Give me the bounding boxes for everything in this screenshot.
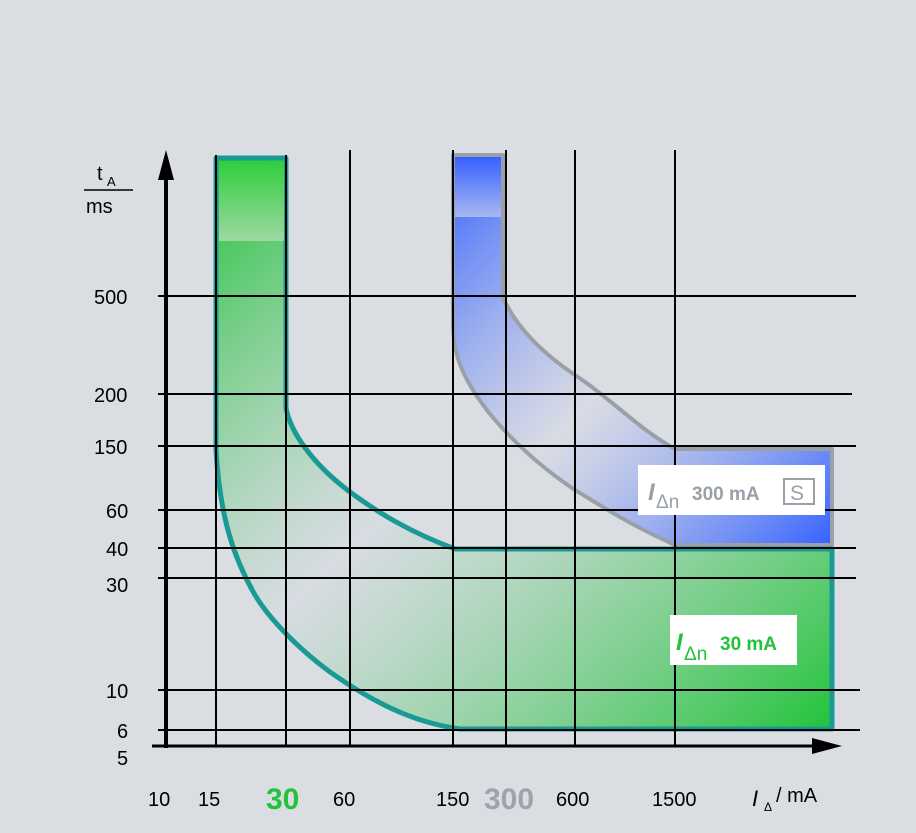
y-axis-label-t: t [97,163,103,185]
y-tick-label: 500 [94,287,127,309]
x-axis-arrow [812,738,842,754]
x-tick-label: 10 [148,789,170,811]
y-tick-label: 150 [94,437,127,459]
y-axis-label-t-sub: A [107,174,116,189]
label-300ma-bg [638,465,825,515]
x-tick-label: 15 [198,789,220,811]
y-tick-label: 10 [106,681,128,703]
y-tick-label: 30 [106,575,128,597]
band-300ma [451,153,834,547]
y-tick-label: 6 [117,721,128,743]
y-axis-label-ms: ms [86,196,113,218]
label-30ma: I Δn 30 mA [670,615,797,665]
x-tick-label-highlight-30: 30 [266,783,299,816]
band-300ma-top [455,157,501,217]
y-axis-label: t A ms [84,163,133,218]
y-tick-label: 5 [117,748,128,770]
band-30ma [213,155,835,732]
label-300ma-sub: Δn [656,492,679,513]
label-30ma-sub: Δn [684,644,707,665]
x-tick-label: 600 [556,789,589,811]
x-axis-label: I Δ / mA [752,785,818,814]
grid-horizontal [158,295,860,731]
band-30ma-top [219,161,284,241]
axes [152,150,842,754]
label-300ma-text: 300 mA [692,484,760,505]
y-tick-label: 60 [106,501,128,523]
y-tick-label: 40 [106,539,128,561]
x-tick-label: 1500 [652,789,697,811]
x-tick-label: 60 [333,789,355,811]
y-axis-arrow [158,150,174,180]
x-axis-label-sub: Δ [764,800,772,814]
y-tick-labels: 500 200 150 60 40 30 10 6 5 [94,287,128,770]
band-300ma-area [451,153,834,547]
y-tick-label: 200 [94,385,127,407]
x-tick-label: 150 [436,789,469,811]
label-300ma: I Δn 300 mA S [638,465,825,515]
label-30ma-text: 30 mA [720,634,777,655]
x-axis-label-unit: / mA [776,785,818,807]
x-tick-label-highlight-300: 300 [484,783,534,816]
label-30ma-symbol: I [676,629,684,656]
label-300ma-s-box [783,478,815,505]
label-300ma-symbol: I [648,479,656,506]
x-tick-labels: 10 15 30 60 150 300 600 1500 [148,783,697,816]
grid-vertical [215,150,676,745]
label-30ma-bg [670,615,797,665]
x-axis-label-symbol: I [752,786,758,811]
label-300ma-s: S [790,482,804,505]
band-30ma-area [213,155,835,732]
